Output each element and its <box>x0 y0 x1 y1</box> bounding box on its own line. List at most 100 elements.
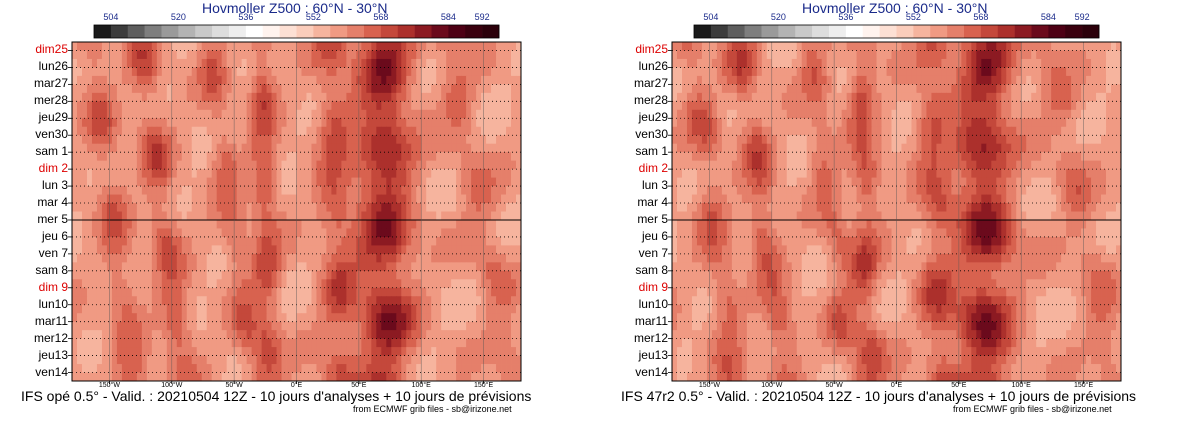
heatmap-cell <box>1026 50 1032 60</box>
heatmap-cell <box>306 143 312 153</box>
heatmap-cell <box>1016 67 1022 77</box>
heatmap-cell <box>216 211 223 221</box>
heatmap-cell <box>336 219 342 229</box>
heatmap-cell <box>416 194 422 204</box>
heatmap-cell <box>672 75 678 85</box>
heatmap-cell <box>386 152 392 162</box>
heatmap-cell <box>91 355 98 365</box>
heatmap-cell <box>206 296 213 306</box>
heatmap-cell <box>366 186 372 195</box>
heatmap-cell <box>316 228 322 238</box>
heatmap-cell <box>676 109 683 119</box>
heatmap-cell <box>91 177 98 187</box>
heatmap-cell <box>486 186 492 195</box>
heatmap-cell <box>276 42 282 51</box>
heatmap-cell <box>126 372 133 382</box>
heatmap-cell <box>921 67 927 77</box>
heatmap-cell <box>246 101 252 111</box>
heatmap-cell <box>171 262 178 272</box>
heatmap-cell <box>166 253 173 263</box>
heatmap-cell <box>1001 118 1007 128</box>
heatmap-cell <box>436 118 442 128</box>
heatmap-cell <box>131 169 138 178</box>
heatmap-cell <box>1036 42 1042 51</box>
heatmap-cell <box>331 253 337 263</box>
heatmap-cell <box>1111 118 1117 128</box>
heatmap-cell <box>176 101 183 111</box>
heatmap-cell <box>406 143 412 153</box>
heatmap-cell <box>861 101 867 111</box>
heatmap-cell <box>246 75 252 85</box>
heatmap-cell <box>81 160 88 170</box>
heatmap-cell <box>1076 84 1082 94</box>
heatmap-cell <box>191 364 198 373</box>
heatmap-cell <box>96 152 103 162</box>
heatmap-cell <box>341 211 347 221</box>
longitude-tick-label: 50°W <box>225 382 243 389</box>
heatmap-cell <box>501 228 507 238</box>
heatmap-cell <box>206 126 213 136</box>
heatmap-cell <box>391 321 397 331</box>
heatmap-cell <box>451 67 457 77</box>
heatmap-cell <box>341 126 347 136</box>
heatmap-cell <box>776 42 783 51</box>
heatmap-cell <box>226 287 233 297</box>
heatmap-cell <box>916 101 922 111</box>
heatmap-cell <box>326 253 332 263</box>
heatmap-cell <box>406 270 412 280</box>
heatmap-cell <box>321 126 327 136</box>
heatmap-cell <box>331 194 337 204</box>
heatmap-cell <box>441 270 447 280</box>
heatmap-cell <box>306 160 312 170</box>
heatmap-cell <box>676 101 683 111</box>
heatmap-cell <box>211 152 218 162</box>
heatmap-cell <box>72 321 78 331</box>
heatmap-cell <box>186 219 193 229</box>
heatmap-cell <box>96 372 103 382</box>
heatmap-cell <box>751 143 758 153</box>
heatmap-cell <box>211 219 218 229</box>
heatmap-cell <box>336 143 342 153</box>
heatmap-cell <box>271 355 277 365</box>
heatmap-cell <box>906 67 912 77</box>
heatmap-cell <box>136 135 143 145</box>
heatmap-cell <box>296 313 302 323</box>
heatmap-cell <box>281 338 287 348</box>
heatmap-cell <box>856 118 862 128</box>
heatmap-cell <box>776 143 783 153</box>
heatmap-cell <box>441 253 447 263</box>
heatmap-cell <box>436 304 442 314</box>
heatmap-cell <box>1006 126 1012 136</box>
heatmap-cell <box>291 203 297 212</box>
heatmap-cell <box>816 152 823 162</box>
heatmap-cell <box>766 42 773 51</box>
heatmap-cell <box>251 347 257 356</box>
heatmap-cell <box>136 253 143 263</box>
heatmap-cell <box>201 236 208 246</box>
heatmap-cell <box>376 50 382 60</box>
heatmap-cell <box>191 58 198 68</box>
heatmap-cell <box>431 262 437 272</box>
heatmap-cell <box>451 338 457 348</box>
heatmap-cell <box>161 42 168 51</box>
heatmap-cell <box>941 109 947 119</box>
heatmap-cell <box>91 67 98 77</box>
heatmap-cell <box>501 58 507 68</box>
heatmap-cell <box>251 126 257 136</box>
heatmap-cell <box>391 372 397 382</box>
heatmap-cell <box>221 236 228 246</box>
heatmap-cell <box>221 355 228 365</box>
heatmap-cell <box>491 109 497 119</box>
heatmap-cell <box>176 126 183 136</box>
heatmap-cell <box>451 135 457 145</box>
date-tick-label: dim25 <box>35 42 68 57</box>
heatmap-cell <box>201 135 208 145</box>
heatmap-cell <box>72 236 78 246</box>
heatmap-cell <box>221 152 228 162</box>
heatmap-cell <box>266 186 272 195</box>
heatmap-cell <box>376 321 382 331</box>
heatmap-cell <box>331 92 337 102</box>
heatmap-cell <box>766 50 773 60</box>
heatmap-cell <box>286 304 292 314</box>
colorbar-swatch <box>127 25 145 38</box>
